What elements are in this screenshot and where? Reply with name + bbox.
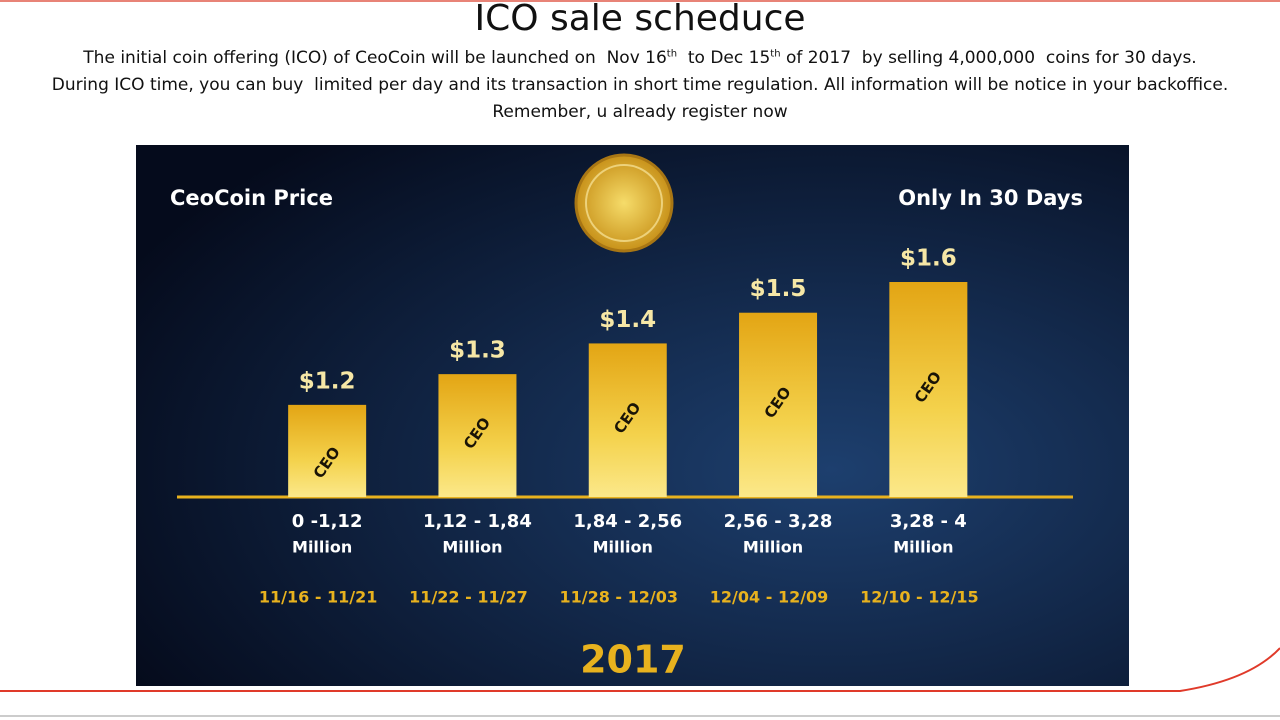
bar [588, 343, 667, 497]
text: to Dec 15 [677, 48, 771, 68]
period-label: 11/28 - 12/03 [559, 588, 678, 607]
text: th [770, 48, 781, 60]
intro-line: During ICO time, you can buy limited per… [51, 75, 1229, 95]
text: th [666, 48, 678, 60]
text: The initial coin offering (ICO) of CeoCo… [83, 48, 667, 68]
slide-title: ICO sale scheduce [474, 0, 806, 39]
value-label: $1.2 [299, 368, 356, 394]
chart-title: CeoCoin Price [170, 186, 333, 210]
period-label: 11/22 - 11/27 [409, 588, 528, 607]
value-label: $1.5 [750, 276, 807, 302]
period-label: 11/16 - 11/21 [259, 588, 378, 607]
year-label: 2017 [580, 638, 686, 682]
value-label: $1.3 [449, 338, 506, 364]
x-tick-unit: Million [593, 538, 653, 557]
x-tick-label: 0 -1,12 [292, 511, 363, 532]
intro-line: Remember, u already register now [492, 102, 788, 122]
chart-subtitle: Only In 30 Days [898, 186, 1083, 210]
x-tick-label: 1,12 - 1,84 [423, 511, 532, 532]
x-tick-label: 3,28 - 4 [890, 511, 967, 532]
coin-ring [585, 164, 663, 242]
bar [438, 374, 517, 497]
x-tick-unit: Million [893, 538, 953, 557]
intro-line: The initial coin offering (ICO) of CeoCo… [0, 48, 1280, 68]
bar [889, 282, 968, 497]
x-tick-label: 1,84 - 2,56 [573, 511, 682, 532]
x-tick-label: 2,56 - 3,28 [724, 511, 833, 532]
bar [288, 404, 367, 497]
value-label: $1.4 [599, 307, 656, 333]
bar [739, 312, 818, 497]
x-tick-unit: Million [442, 538, 502, 557]
x-tick-unit: Million [292, 538, 352, 557]
text: of 2017 by selling 4,000,000 coins for 3… [780, 48, 1197, 68]
coin-logo [574, 153, 674, 253]
value-label: $1.6 [900, 246, 957, 272]
period-label: 12/10 - 12/15 [860, 588, 979, 607]
x-tick-unit: Million [743, 538, 803, 557]
period-label: 12/04 - 12/09 [710, 588, 829, 607]
